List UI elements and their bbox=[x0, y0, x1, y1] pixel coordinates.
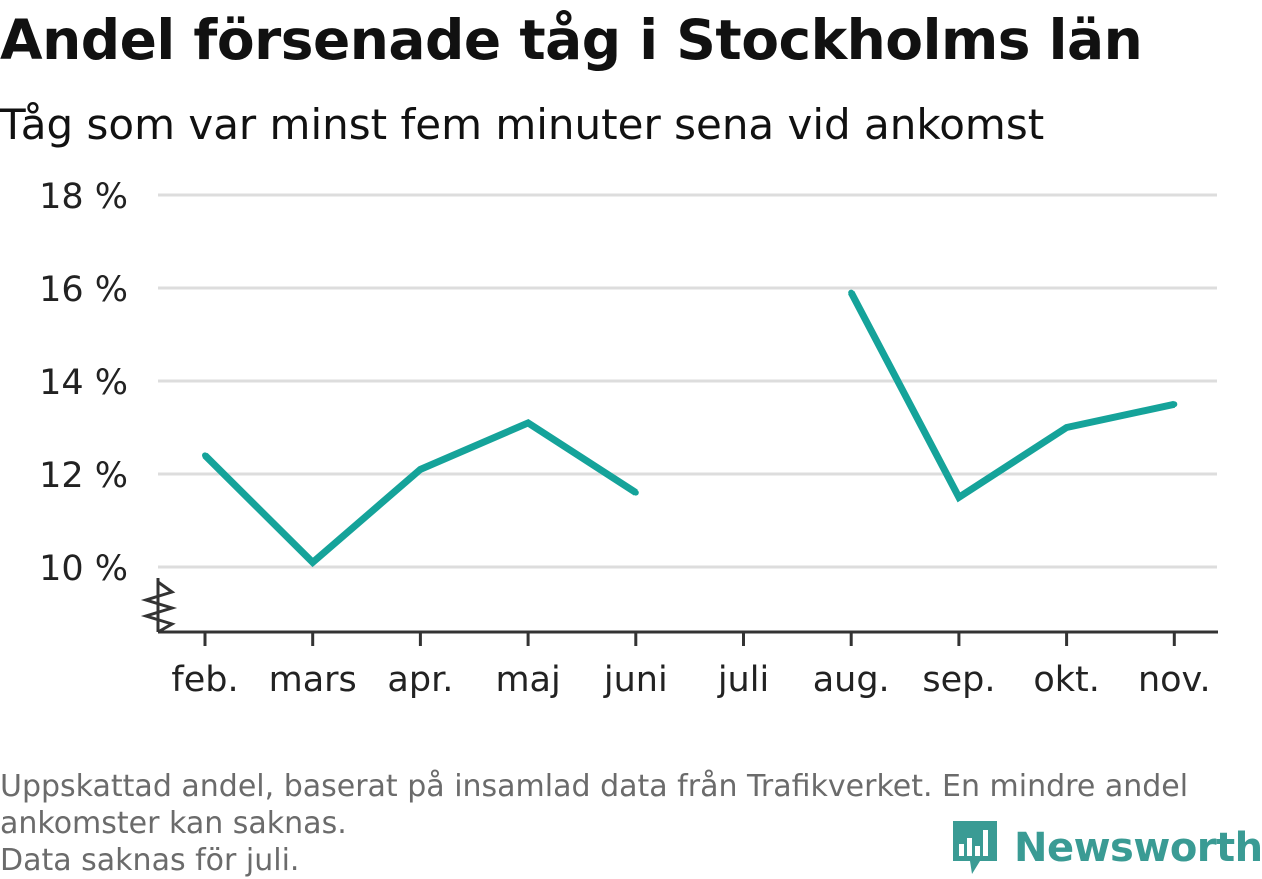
data-point bbox=[1063, 424, 1070, 431]
brand-logo: Newsworthy bbox=[950, 818, 1262, 878]
x-tick-label: juli bbox=[717, 660, 769, 700]
footer-note: Uppskattad andel, baserat på insamlad da… bbox=[0, 768, 1250, 879]
data-point bbox=[202, 452, 208, 459]
y-tick-label: 14 % bbox=[39, 363, 128, 403]
x-tick-label: apr. bbox=[387, 660, 453, 700]
y-tick-label: 12 % bbox=[39, 456, 128, 496]
x-tick-label: maj bbox=[495, 660, 560, 700]
line-chart: 10 % 12 % 14 % 16 % 18 % feb. mars apr. maj juni… bbox=[39, 177, 1218, 700]
y-tick-label: 18 % bbox=[39, 177, 128, 217]
x-tick-label: feb. bbox=[171, 660, 238, 700]
x-tick-label: okt. bbox=[1033, 660, 1100, 700]
series-lines bbox=[202, 289, 1178, 568]
gridlines bbox=[158, 193, 1217, 569]
x-tick-label: juni bbox=[603, 660, 668, 700]
footer-line: ankomster kan saknas. bbox=[0, 806, 347, 841]
data-point bbox=[417, 466, 424, 473]
y-tick-label: 10 % bbox=[39, 549, 128, 589]
chart-subtitle: Tåg som var minst fem minuter sena vid a… bbox=[0, 100, 1045, 149]
footer-line: Data saknas för juli. bbox=[0, 843, 300, 878]
data-point bbox=[848, 289, 855, 296]
chart-title: Andel försenade tåg i Stockholms län bbox=[0, 8, 1143, 72]
brand-name: Newsworthy bbox=[1014, 825, 1262, 871]
x-tick-label: sep. bbox=[922, 660, 995, 700]
series-line-segment bbox=[202, 418, 638, 568]
y-axis-labels: 10 % 12 % 14 % 16 % 18 % bbox=[39, 177, 128, 589]
data-point bbox=[955, 494, 962, 501]
x-tick-label: nov. bbox=[1138, 660, 1211, 700]
newsworthy-logo-icon bbox=[953, 821, 997, 874]
data-point bbox=[1171, 401, 1178, 408]
x-axis-labels: feb. mars apr. maj juni juli aug. sep. okt. nov. bbox=[171, 660, 1210, 700]
series-line-segment bbox=[848, 290, 1176, 503]
x-axis bbox=[140, 578, 1218, 646]
footer-line: Uppskattad andel, baserat på insamlad da… bbox=[0, 769, 1189, 804]
data-point bbox=[309, 559, 316, 566]
data-point bbox=[632, 489, 639, 496]
x-tick-label: aug. bbox=[813, 660, 890, 700]
axis-break-marker bbox=[140, 580, 178, 634]
x-tick-label: mars bbox=[269, 660, 357, 700]
data-point bbox=[525, 419, 532, 426]
y-tick-label: 16 % bbox=[39, 270, 128, 310]
